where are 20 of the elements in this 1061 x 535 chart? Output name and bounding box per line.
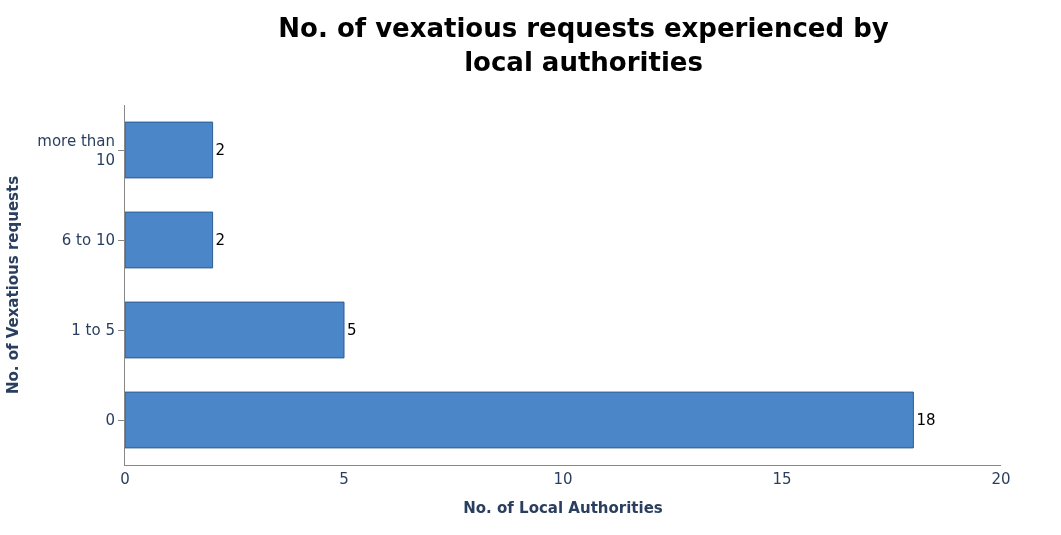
data-label: 18 — [916, 411, 936, 429]
x-tick-label: 15 — [772, 470, 792, 488]
y-tick-label: 1 to 5 — [71, 321, 115, 340]
x-tick-label: 5 — [339, 470, 349, 488]
bar — [125, 211, 214, 269]
bar — [125, 301, 345, 359]
chart-title: No. of vexatious requests experienced by local authorities — [278, 13, 889, 78]
x-tick-label: 10 — [553, 470, 573, 488]
x-tick-label: 0 — [120, 470, 130, 488]
bar — [125, 121, 214, 179]
data-label: 2 — [215, 231, 226, 249]
y-tick-label: 6 to 10 — [61, 231, 115, 250]
data-label: 5 — [347, 321, 357, 339]
y-tick-label: 0 — [105, 411, 115, 430]
bar — [125, 391, 914, 449]
y-axis-title: No. of Vexatious requests — [3, 175, 22, 395]
x-tick-label: 20 — [991, 470, 1011, 488]
data-label: 2 — [215, 141, 226, 159]
x-axis-title: No. of Local Authorities — [463, 499, 663, 517]
y-tick-label: more than 10 — [37, 131, 115, 169]
